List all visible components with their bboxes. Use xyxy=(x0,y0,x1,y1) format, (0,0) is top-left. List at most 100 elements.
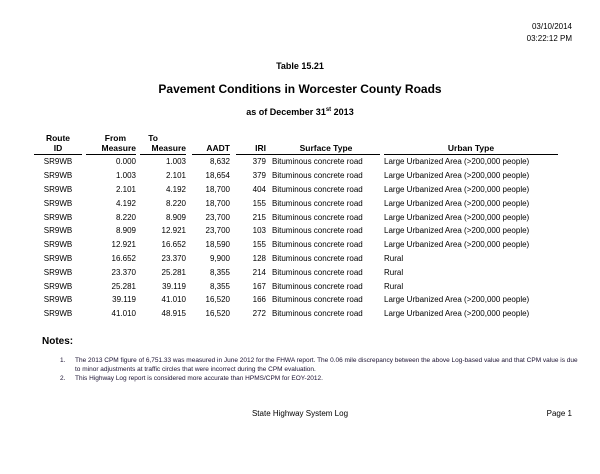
cell-to-measure: 48.915 xyxy=(161,309,186,319)
cell-to-measure: 8.220 xyxy=(165,198,186,208)
table-row: SR9WB 8.909 12.921 23,700 103 Bituminous conc… xyxy=(34,224,558,238)
cell-surface-type: Bituminous concrete road xyxy=(272,240,363,250)
col-from-measure: From Measure xyxy=(86,133,136,155)
table-row: SR9WB 39.119 41.010 16,520 166 Bituminous con… xyxy=(34,293,558,307)
col-aadt: AADT xyxy=(192,133,230,155)
cell-iri: 379 xyxy=(252,171,266,181)
col-surface-type: Surface Type xyxy=(266,133,380,155)
table-row: SR9WB 23.370 25.281 8,355 214 Bituminous conc… xyxy=(34,265,558,279)
cell-iri: 155 xyxy=(252,198,266,208)
pavement-table: Route ID From Measure To Measure AADT IRI S… xyxy=(34,133,558,321)
table-label: Table 15.21 xyxy=(276,61,324,71)
subtitle-sup: st xyxy=(325,107,332,113)
table-row: SR9WB 2.101 4.192 18,700 404 Bituminous concr… xyxy=(34,183,558,197)
cell-iri: 155 xyxy=(252,240,266,250)
cell-urban-type: Large Urbanized Area (>200,000 people) xyxy=(384,226,530,236)
cell-from-measure: 23.370 xyxy=(111,267,136,277)
cell-from-measure: 12.921 xyxy=(111,240,136,250)
cell-surface-type: Bituminous concrete road xyxy=(272,157,363,167)
cell-to-measure: 23.370 xyxy=(161,253,186,263)
cell-surface-type: Bituminous concrete road xyxy=(272,253,363,263)
cell-iri: 128 xyxy=(252,253,266,263)
cell-from-measure: 2.101 xyxy=(115,184,136,194)
cell-route-id: SR9WB xyxy=(43,157,73,167)
cell-route-id: SR9WB xyxy=(43,267,73,277)
col-to-measure: To Measure xyxy=(140,133,186,155)
footer-title: State Highway System Log xyxy=(251,409,349,418)
table-row: SR9WB 4.192 8.220 18,700 155 Bituminous concr… xyxy=(34,196,558,210)
subtitle: as of December 31st 2013 xyxy=(0,107,600,117)
cell-to-measure: 8.909 xyxy=(165,212,186,222)
table-row: SR9WB 1.003 2.101 18,654 379 Bituminous concr… xyxy=(34,169,558,183)
cell-route-id: SR9WB xyxy=(43,309,73,319)
cell-urban-type: Rural xyxy=(384,253,404,263)
cell-urban-type: Large Urbanized Area (>200,000 people) xyxy=(384,198,530,208)
cell-aadt: 18,700 xyxy=(205,184,230,194)
table-row: SR9WB 8.220 8.909 23,700 215 Bituminous concr… xyxy=(34,210,558,224)
cell-from-measure: 1.003 xyxy=(115,171,136,181)
cell-aadt: 16,520 xyxy=(205,295,230,305)
cell-route-id: SR9WB xyxy=(43,281,73,291)
note-item: 2. This Highway Log report is considered … xyxy=(60,375,323,382)
cell-route-id: SR9WB xyxy=(43,171,73,181)
print-date: 03/10/2014 xyxy=(531,22,572,31)
table-row: SR9WB 41.010 48.915 16,520 272 Bituminous con… xyxy=(34,307,558,321)
page-title: Pavement Conditions in Worcester County … xyxy=(158,82,442,96)
cell-route-id: SR9WB xyxy=(43,240,73,250)
cell-iri: 215 xyxy=(252,212,266,222)
cell-route-id: SR9WB xyxy=(43,295,73,305)
cell-from-measure: 25.281 xyxy=(111,281,136,291)
cell-to-measure: 25.281 xyxy=(161,267,186,277)
cell-aadt: 8,355 xyxy=(209,267,230,277)
cell-from-measure: 8.220 xyxy=(115,212,136,222)
cell-route-id: SR9WB xyxy=(43,253,73,263)
cell-surface-type: Bituminous concrete road xyxy=(272,198,363,208)
cell-urban-type: Large Urbanized Area (>200,000 people) xyxy=(384,212,530,222)
cell-aadt: 16,520 xyxy=(205,309,230,319)
table-row: SR9WB 25.281 39.119 8,355 167 Bituminous conc… xyxy=(34,279,558,293)
col-urban-type: Urban Type xyxy=(384,133,558,155)
cell-surface-type: Bituminous concrete road xyxy=(272,309,363,319)
cell-aadt: 18,590 xyxy=(205,240,230,250)
subtitle-text: as of December 31 xyxy=(246,107,326,117)
cell-urban-type: Rural xyxy=(384,267,404,277)
note-item: 1. The 2013 CPM figure of 6,751.33 was me… xyxy=(60,357,578,373)
cell-aadt: 18,654 xyxy=(205,171,230,181)
cell-from-measure: 39.119 xyxy=(112,295,136,305)
cell-iri: 404 xyxy=(252,184,266,194)
notes-heading: Notes: xyxy=(42,336,74,347)
cell-urban-type: Large Urbanized Area (>200,000 people) xyxy=(384,240,530,250)
cell-to-measure: 39.119 xyxy=(162,281,186,291)
cell-urban-type: Large Urbanized Area (>200,000 people) xyxy=(384,309,530,319)
cell-aadt: 23,700 xyxy=(205,226,230,236)
cell-route-id: SR9WB xyxy=(43,184,73,194)
cell-surface-type: Bituminous concrete road xyxy=(272,212,363,222)
notes-list: 1. The 2013 CPM figure of 6,751.33 was me… xyxy=(60,356,580,383)
cell-surface-type: Bituminous concrete road xyxy=(272,281,363,291)
cell-to-measure: 12.921 xyxy=(161,226,186,236)
cell-from-measure: 8.909 xyxy=(115,226,136,236)
cell-iri: 214 xyxy=(252,267,266,277)
cell-urban-type: Large Urbanized Area (>200,000 people) xyxy=(384,157,530,167)
cell-iri: 272 xyxy=(252,309,266,319)
cell-iri: 166 xyxy=(252,295,266,305)
cell-iri: 379 xyxy=(252,157,266,167)
cell-to-measure: 1.003 xyxy=(165,157,186,167)
cell-from-measure: 0.000 xyxy=(115,157,136,167)
cell-urban-type: Large Urbanized Area (>200,000 people) xyxy=(384,171,530,181)
cell-to-measure: 41.010 xyxy=(161,295,186,305)
cell-route-id: SR9WB xyxy=(43,198,73,208)
cell-route-id: SR9WB xyxy=(43,226,73,236)
cell-to-measure: 4.192 xyxy=(165,184,186,194)
cell-route-id: SR9WB xyxy=(43,212,73,222)
table-row: SR9WB 0.000 1.003 8,632 379 Bituminous concre… xyxy=(34,155,558,169)
cell-iri: 103 xyxy=(252,226,266,236)
col-route-id: Route ID xyxy=(34,133,82,155)
cell-urban-type: Rural xyxy=(384,281,404,291)
cell-from-measure: 16.652 xyxy=(111,253,136,263)
cell-from-measure: 41.010 xyxy=(111,309,136,319)
cell-surface-type: Bituminous concrete road xyxy=(272,226,363,236)
cell-aadt: 23,700 xyxy=(205,212,230,222)
cell-from-measure: 4.192 xyxy=(115,198,136,208)
